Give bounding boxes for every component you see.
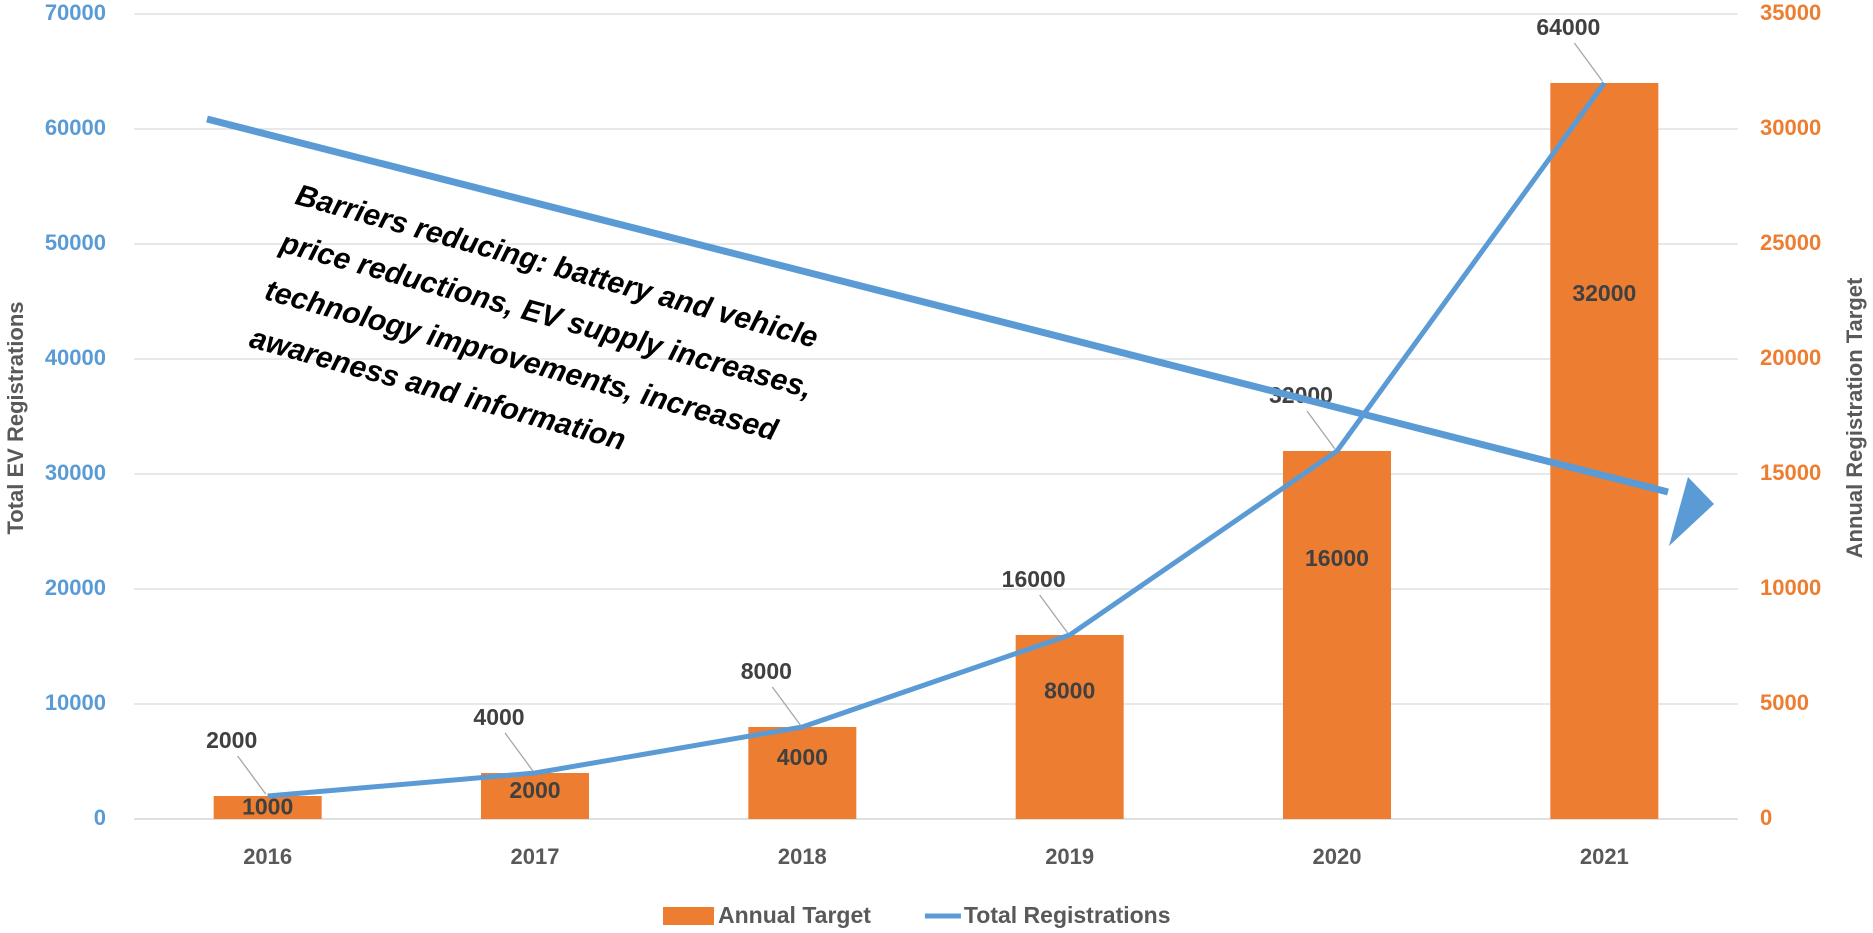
label-leader (1573, 42, 1603, 82)
y-tick-label: 30000 (45, 460, 106, 485)
bar (748, 727, 857, 819)
line-value-label: 4000 (473, 704, 524, 730)
label-leader (1306, 410, 1336, 450)
bar (1283, 451, 1391, 819)
bar (481, 773, 589, 819)
x-tick-label: 2016 (243, 844, 292, 869)
bar-value-label: 4000 (777, 744, 828, 770)
y2-tick-label: 15000 (1760, 460, 1821, 485)
trend-arrow (206, 115, 1669, 496)
y-tick-label: 0 (94, 805, 106, 830)
legend-label: Annual Target (718, 902, 871, 928)
bar-value-label: 32000 (1572, 280, 1636, 306)
line-series (267, 81, 1607, 799)
bar-value-label: 1000 (242, 794, 293, 820)
y-tick-label: 40000 (45, 345, 106, 370)
x-tick-label: 2019 (1045, 844, 1094, 869)
y-tick-label: 50000 (45, 230, 106, 255)
y2-tick-label: 35000 (1760, 0, 1821, 25)
y2-tick-label: 10000 (1760, 575, 1821, 600)
y-tick-label: 60000 (45, 115, 106, 140)
x-tick-label: 2017 (511, 844, 560, 869)
line-value-label: 64000 (1536, 14, 1600, 40)
annotation: Barriers reducing: battery and vehiclepr… (246, 179, 821, 458)
y2-tick-label: 25000 (1760, 230, 1821, 255)
label-leader (237, 755, 267, 795)
y2-tick-label: 0 (1760, 805, 1772, 830)
y-tick-label: 20000 (45, 575, 106, 600)
bar (1015, 635, 1124, 819)
y2-tick-label: 5000 (1760, 690, 1809, 715)
x-tick-label: 2018 (778, 844, 827, 869)
bar-value-label: 8000 (1044, 678, 1095, 704)
bar-value-label: 16000 (1305, 545, 1369, 571)
y-tick-label: 10000 (45, 690, 106, 715)
label-leader (504, 732, 534, 772)
x-tick-label: 2021 (1580, 844, 1629, 869)
y2-tick-label: 20000 (1760, 345, 1821, 370)
bar-value-label: 2000 (509, 777, 560, 803)
y-tick-label: 70000 (45, 0, 106, 25)
label-leader (1039, 594, 1069, 634)
arrow-head (1669, 477, 1714, 546)
legend-swatch (663, 907, 714, 925)
y2-tick-label: 30000 (1760, 115, 1821, 140)
y-axis-title: Total EV Registrations (3, 301, 28, 534)
label-leader (771, 686, 801, 726)
x-tick-label: 2020 (1313, 844, 1362, 869)
line-value-label: 2000 (206, 727, 257, 753)
bar (213, 796, 322, 819)
y2-axis-title: Annual Registration Target (1842, 277, 1867, 558)
bar (1550, 83, 1659, 819)
legend-label: Total Registrations (964, 902, 1171, 928)
line-value-label: 16000 (1002, 566, 1066, 592)
line-value-label: 8000 (741, 658, 792, 684)
